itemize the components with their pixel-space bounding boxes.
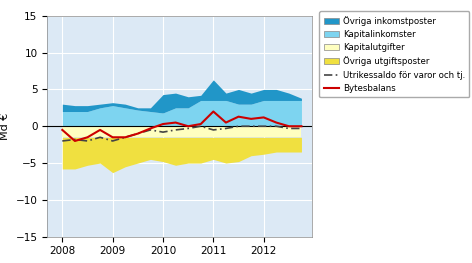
Y-axis label: Md €: Md € — [0, 113, 10, 140]
Legend: Övriga inkomstposter, Kapitalinkomster, Kapitalutgifter, Övriga utgiftsposter, U: Övriga inkomstposter, Kapitalinkomster, … — [320, 11, 469, 97]
